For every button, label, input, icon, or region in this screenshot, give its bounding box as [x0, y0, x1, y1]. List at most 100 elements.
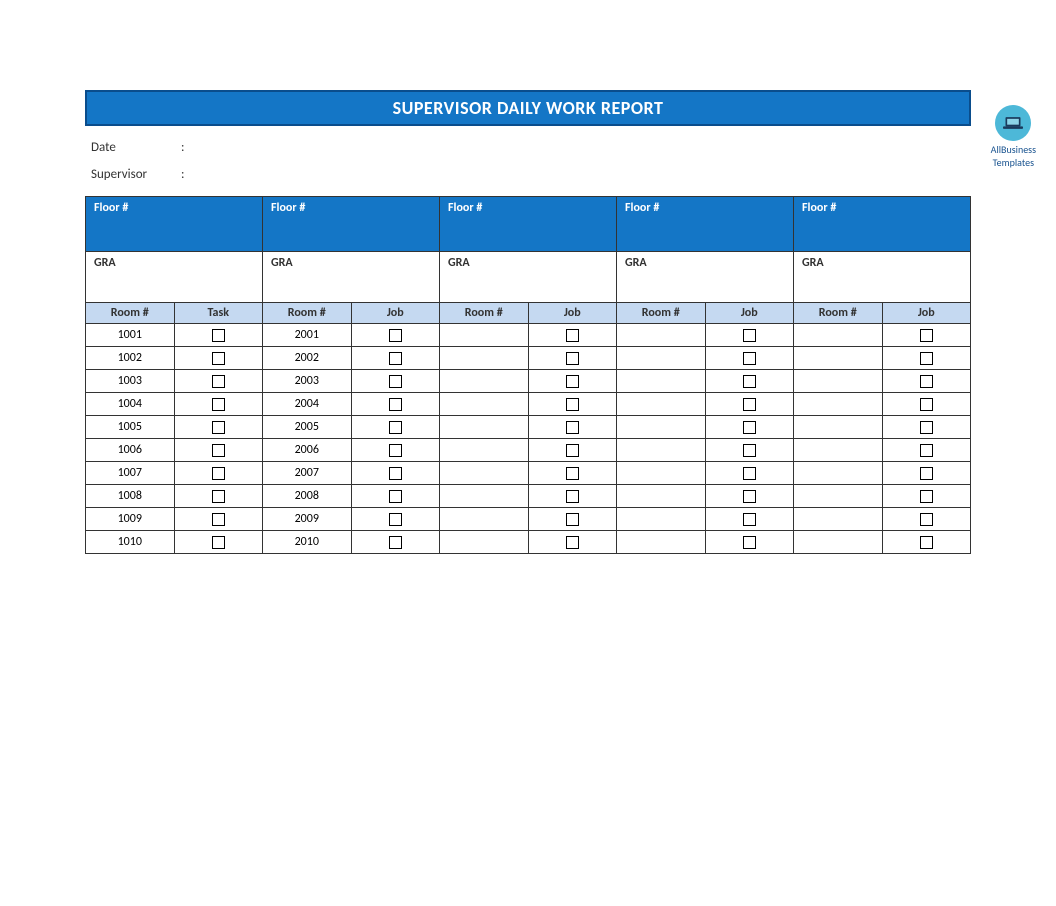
checkbox-icon[interactable]: [920, 329, 933, 342]
checkbox-icon[interactable]: [920, 398, 933, 411]
checkbox-cell[interactable]: [174, 485, 263, 508]
checkbox-icon[interactable]: [566, 352, 579, 365]
checkbox-cell[interactable]: [174, 416, 263, 439]
checkbox-icon[interactable]: [920, 444, 933, 457]
checkbox-icon[interactable]: [212, 444, 225, 457]
checkbox-cell[interactable]: [882, 370, 971, 393]
checkbox-cell[interactable]: [882, 531, 971, 554]
checkbox-cell[interactable]: [174, 508, 263, 531]
checkbox-icon[interactable]: [212, 329, 225, 342]
checkbox-cell[interactable]: [351, 485, 440, 508]
checkbox-cell[interactable]: [882, 462, 971, 485]
checkbox-cell[interactable]: [882, 393, 971, 416]
checkbox-cell[interactable]: [351, 462, 440, 485]
checkbox-icon[interactable]: [566, 329, 579, 342]
checkbox-cell[interactable]: [528, 462, 617, 485]
checkbox-cell[interactable]: [528, 508, 617, 531]
checkbox-icon[interactable]: [743, 467, 756, 480]
checkbox-cell[interactable]: [705, 462, 794, 485]
checkbox-cell[interactable]: [882, 347, 971, 370]
checkbox-icon[interactable]: [743, 352, 756, 365]
checkbox-icon[interactable]: [920, 467, 933, 480]
checkbox-cell[interactable]: [351, 393, 440, 416]
checkbox-cell[interactable]: [705, 347, 794, 370]
checkbox-icon[interactable]: [389, 421, 402, 434]
checkbox-cell[interactable]: [705, 393, 794, 416]
checkbox-icon[interactable]: [212, 536, 225, 549]
checkbox-cell[interactable]: [174, 370, 263, 393]
checkbox-icon[interactable]: [566, 421, 579, 434]
checkbox-icon[interactable]: [743, 329, 756, 342]
checkbox-cell[interactable]: [351, 531, 440, 554]
checkbox-icon[interactable]: [566, 490, 579, 503]
checkbox-cell[interactable]: [174, 439, 263, 462]
checkbox-icon[interactable]: [389, 536, 402, 549]
checkbox-icon[interactable]: [389, 513, 402, 526]
checkbox-icon[interactable]: [566, 398, 579, 411]
checkbox-cell[interactable]: [174, 531, 263, 554]
checkbox-cell[interactable]: [351, 324, 440, 347]
checkbox-icon[interactable]: [920, 536, 933, 549]
checkbox-cell[interactable]: [705, 416, 794, 439]
checkbox-icon[interactable]: [212, 398, 225, 411]
checkbox-cell[interactable]: [705, 324, 794, 347]
checkbox-cell[interactable]: [882, 508, 971, 531]
checkbox-cell[interactable]: [882, 416, 971, 439]
checkbox-icon[interactable]: [389, 444, 402, 457]
checkbox-icon[interactable]: [566, 444, 579, 457]
checkbox-cell[interactable]: [705, 508, 794, 531]
checkbox-icon[interactable]: [920, 421, 933, 434]
checkbox-cell[interactable]: [351, 370, 440, 393]
checkbox-icon[interactable]: [389, 398, 402, 411]
checkbox-cell[interactable]: [174, 324, 263, 347]
checkbox-cell[interactable]: [351, 439, 440, 462]
checkbox-cell[interactable]: [174, 393, 263, 416]
checkbox-icon[interactable]: [920, 352, 933, 365]
checkbox-cell[interactable]: [351, 347, 440, 370]
checkbox-icon[interactable]: [212, 513, 225, 526]
checkbox-cell[interactable]: [528, 370, 617, 393]
checkbox-icon[interactable]: [566, 375, 579, 388]
checkbox-icon[interactable]: [920, 375, 933, 388]
checkbox-icon[interactable]: [389, 467, 402, 480]
checkbox-icon[interactable]: [212, 421, 225, 434]
checkbox-cell[interactable]: [528, 416, 617, 439]
checkbox-icon[interactable]: [389, 329, 402, 342]
checkbox-icon[interactable]: [743, 421, 756, 434]
checkbox-icon[interactable]: [212, 467, 225, 480]
checkbox-icon[interactable]: [920, 513, 933, 526]
checkbox-cell[interactable]: [351, 508, 440, 531]
checkbox-icon[interactable]: [743, 536, 756, 549]
checkbox-cell[interactable]: [528, 439, 617, 462]
checkbox-icon[interactable]: [389, 352, 402, 365]
checkbox-cell[interactable]: [705, 439, 794, 462]
checkbox-icon[interactable]: [743, 375, 756, 388]
checkbox-icon[interactable]: [389, 490, 402, 503]
checkbox-icon[interactable]: [212, 375, 225, 388]
checkbox-icon[interactable]: [212, 352, 225, 365]
checkbox-cell[interactable]: [882, 485, 971, 508]
checkbox-cell[interactable]: [528, 324, 617, 347]
checkbox-icon[interactable]: [743, 398, 756, 411]
checkbox-cell[interactable]: [174, 347, 263, 370]
checkbox-cell[interactable]: [528, 347, 617, 370]
checkbox-cell[interactable]: [705, 531, 794, 554]
checkbox-icon[interactable]: [212, 490, 225, 503]
checkbox-icon[interactable]: [389, 375, 402, 388]
checkbox-icon[interactable]: [920, 490, 933, 503]
checkbox-cell[interactable]: [174, 462, 263, 485]
checkbox-icon[interactable]: [743, 490, 756, 503]
checkbox-cell[interactable]: [528, 485, 617, 508]
checkbox-cell[interactable]: [528, 393, 617, 416]
checkbox-icon[interactable]: [566, 536, 579, 549]
checkbox-cell[interactable]: [351, 416, 440, 439]
checkbox-cell[interactable]: [705, 485, 794, 508]
checkbox-icon[interactable]: [743, 444, 756, 457]
checkbox-cell[interactable]: [705, 370, 794, 393]
checkbox-cell[interactable]: [882, 324, 971, 347]
checkbox-cell[interactable]: [528, 531, 617, 554]
checkbox-icon[interactable]: [743, 513, 756, 526]
checkbox-icon[interactable]: [566, 467, 579, 480]
checkbox-cell[interactable]: [882, 439, 971, 462]
checkbox-icon[interactable]: [566, 513, 579, 526]
